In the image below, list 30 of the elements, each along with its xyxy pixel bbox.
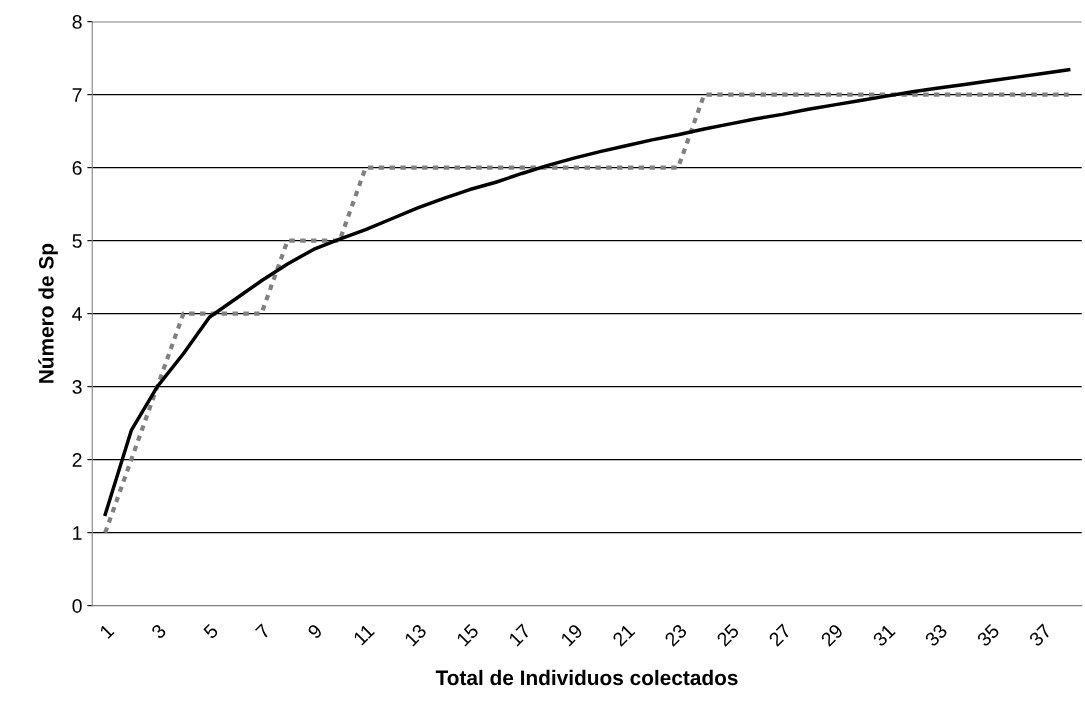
x-tick-label: 27 bbox=[768, 623, 792, 647]
x-tick-label: 17 bbox=[508, 623, 532, 647]
x-tick-label: 25 bbox=[715, 623, 740, 648]
x-tick-label: 23 bbox=[663, 623, 688, 648]
x-tick-label: 15 bbox=[456, 623, 480, 647]
x-tick-label: 5 bbox=[202, 623, 219, 640]
y-axis-title: Número de Sp bbox=[38, 243, 58, 383]
y-tick-label: 4 bbox=[72, 307, 82, 321]
x-tick-label: 35 bbox=[976, 623, 1001, 648]
x-tick-label: 33 bbox=[924, 623, 949, 648]
x-tick-label: 7 bbox=[255, 623, 271, 640]
y-tick-label: 1 bbox=[73, 526, 82, 540]
y-tick-label: 8 bbox=[72, 15, 82, 29]
x-tick-label: 1 bbox=[99, 623, 115, 639]
y-tick-label: 7 bbox=[72, 88, 82, 102]
x-tick-label: 11 bbox=[352, 623, 375, 646]
y-tick-label: 3 bbox=[72, 380, 82, 394]
x-tick-label: 9 bbox=[306, 623, 324, 640]
y-tick-label: 5 bbox=[72, 234, 82, 248]
x-tick-label: 31 bbox=[872, 623, 896, 648]
x-tick-label: 29 bbox=[820, 623, 844, 648]
x-tick-label: 3 bbox=[150, 623, 167, 640]
y-tick-label: 2 bbox=[72, 453, 82, 467]
x-tick-label: 37 bbox=[1028, 623, 1053, 648]
y-tick-label: 0 bbox=[72, 599, 82, 613]
x-axis-title: Total de Individuos colectados bbox=[435, 669, 738, 686]
x-tick-label: 21 bbox=[611, 623, 636, 647]
x-tick-label: 13 bbox=[403, 623, 428, 647]
x-tick-label: 19 bbox=[560, 623, 584, 647]
y-tick-label: 6 bbox=[72, 161, 82, 175]
